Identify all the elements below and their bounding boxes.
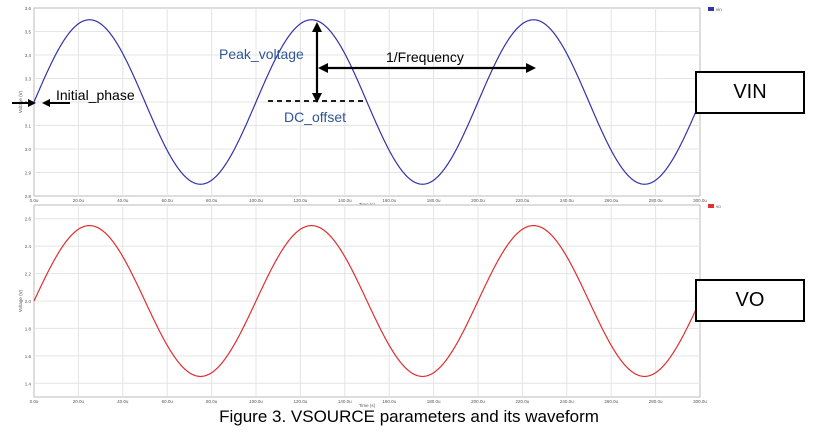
y-tick-label: 1.8: [25, 326, 32, 331]
vin-label-box: VIN: [695, 71, 805, 114]
legend-label: vo: [716, 204, 721, 209]
x-tick-label: 280.0u: [649, 198, 663, 203]
peak-voltage-label: Peak_voltage: [219, 46, 304, 62]
y-tick-label: 3.6: [25, 6, 32, 11]
dc-offset-label: DC_offset: [284, 109, 346, 125]
frequency-label: 1/Frequency: [386, 49, 464, 65]
y-tick-label: 2.2: [25, 272, 32, 277]
x-tick-label: 240.0u: [560, 198, 574, 203]
x-tick-label: 20.0u: [73, 399, 85, 404]
y-tick-label: 2.4: [25, 244, 32, 249]
x-tick-label: 20.0u: [73, 198, 85, 203]
x-tick-label: 200.0u: [471, 399, 485, 404]
frequency-arrow: [318, 63, 536, 73]
x-tick-label: 180.0u: [427, 198, 441, 203]
x-tick-label: 0.0u: [30, 399, 39, 404]
y-axis-label: Voltage (V): [18, 90, 23, 113]
x-tick-label: 260.0u: [604, 198, 618, 203]
initial-phase-label: Initial_phase: [56, 87, 135, 103]
y-tick-label: 3.1: [25, 124, 32, 129]
y-tick-label: 3.4: [25, 53, 32, 58]
peak-voltage-arrow: [312, 22, 322, 103]
series-line-vo: [33, 224, 701, 378]
y-tick-label: 3.5: [25, 30, 32, 35]
x-tick-label: 100.0u: [249, 198, 263, 203]
x-tick-label: 60.0u: [162, 399, 174, 404]
x-tick-label: 180.0u: [427, 399, 441, 404]
x-tick-label: 300.0u: [693, 399, 707, 404]
x-tick-label: 60.0u: [162, 198, 174, 203]
x-tick-label: 120.0u: [294, 399, 308, 404]
x-tick-label: 140.0u: [338, 399, 352, 404]
x-tick-label: 200.0u: [471, 198, 485, 203]
series-line-vin: [33, 19, 701, 185]
x-tick-label: 160.0u: [382, 399, 396, 404]
x-tick-label: 120.0u: [294, 198, 308, 203]
annotations: Peak_voltage 1/Frequency Initial_phase D…: [12, 22, 536, 125]
y-tick-label: 2.9: [25, 171, 32, 176]
initial-phase-arrows: [12, 99, 70, 107]
x-tick-label: 140.0u: [338, 198, 352, 203]
x-tick-label: 240.0u: [560, 399, 574, 404]
x-tick-label: 280.0u: [649, 399, 663, 404]
y-tick-label: 1.4: [25, 381, 32, 386]
y-tick-label: 3.0: [25, 147, 32, 152]
x-tick-label: 300.0u: [693, 198, 707, 203]
y-tick-label: 2.6: [25, 217, 32, 222]
x-tick-label: 40.0u: [117, 198, 129, 203]
x-tick-label: 160.0u: [382, 198, 396, 203]
x-tick-label: 40.0u: [117, 399, 129, 404]
legend-swatch: [708, 7, 714, 11]
x-tick-label: 80.0u: [206, 198, 218, 203]
y-tick-label: 2.0: [25, 299, 32, 304]
x-tick-label: 80.0u: [206, 399, 218, 404]
vo-plot: 2.6 2.4 2.2 2.0 1.8 1.6 1.4 0.0u 20.0u 40.0u 60.0u…: [18, 204, 721, 408]
y-tick-label: 2.8: [25, 194, 32, 199]
figure-caption: Figure 3. VSOURCE parameters and its wav…: [219, 407, 599, 426]
x-tick-label: 220.0u: [516, 399, 530, 404]
y-tick-label: 1.6: [25, 354, 32, 359]
x-axis-label: Time (s): [359, 403, 376, 408]
vo-label-box: VO: [695, 279, 805, 322]
y-tick-label: 3.3: [25, 77, 32, 82]
y-axis-label: Voltage (V): [18, 289, 23, 312]
x-tick-label: 220.0u: [516, 198, 530, 203]
x-tick-label: 0.0u: [30, 198, 39, 203]
vin-plot: 3.63.53.43.33.23.13.02.92.80.0u20.0u40.0…: [18, 6, 722, 207]
legend-label: vin: [716, 7, 722, 12]
legend-swatch: [708, 204, 714, 208]
x-tick-label: 260.0u: [604, 399, 618, 404]
x-tick-label: 100.0u: [249, 399, 263, 404]
